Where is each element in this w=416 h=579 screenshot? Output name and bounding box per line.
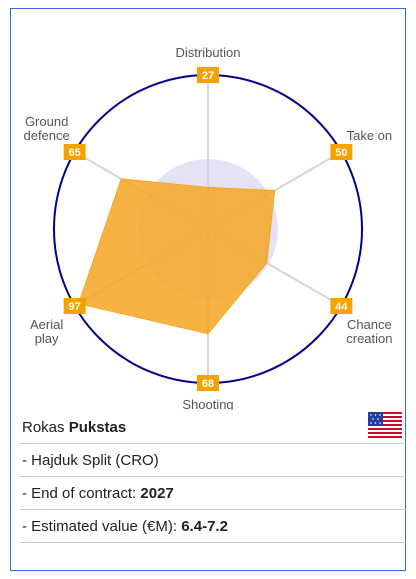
axis-label-line: Aerial	[30, 317, 63, 332]
radar-axis-labels: Distribution Take on Chance creation Shootin…	[23, 45, 392, 410]
value-label: - Estimated value (€M):	[22, 518, 182, 535]
player-radar-polygon	[77, 178, 276, 335]
contract-value: 2027	[140, 485, 174, 502]
value-badge: 68	[197, 375, 219, 391]
value-range: 6.4-7.2	[181, 518, 228, 535]
axis-label: Ground defence	[23, 114, 69, 143]
value-badge-box	[197, 67, 219, 83]
axis-label-line: creation	[346, 331, 392, 346]
value-badge: 27	[197, 67, 219, 83]
axis-label-line: play	[35, 331, 59, 346]
axis-label: Distribution	[175, 45, 240, 60]
value-badge-box	[330, 144, 353, 160]
value-badge-text: 65	[69, 147, 81, 159]
player-name-row: Rokas Pukstas	[20, 411, 406, 444]
axis-label-line: Distribution	[175, 45, 240, 60]
value-badge: 65	[63, 144, 86, 160]
contract-row: - End of contract: 2027	[20, 477, 406, 510]
value-badge-box	[63, 298, 86, 314]
club-text: - Hajduk Split (CRO)	[22, 452, 159, 469]
value-badge-text: 50	[335, 147, 347, 159]
value-badge-text: 44	[335, 301, 348, 313]
axis-label-line: defence	[23, 128, 69, 143]
axis-label: Take on	[347, 128, 393, 143]
contract-label: - End of contract:	[22, 485, 141, 502]
axis-label-line: Chance	[347, 317, 392, 332]
axis-label: Shooting	[182, 397, 233, 410]
axis-label-line: Take on	[347, 128, 393, 143]
value-badge-text: 97	[69, 301, 81, 313]
value-row: - Estimated value (€M): 6.4-7.2	[20, 510, 406, 543]
value-badge: 50	[330, 144, 353, 160]
axis-label: Aerial play	[30, 317, 63, 346]
radar-value-badges: 27 50 44 68 97 65	[63, 67, 353, 391]
player-first-name: Rokas	[22, 419, 65, 436]
value-badge-text: 27	[202, 70, 214, 82]
player-info: Rokas Pukstas - Hajduk Split (CRO) - End…	[20, 411, 406, 543]
club-row: - Hajduk Split (CRO)	[20, 444, 406, 477]
usa-flag-icon	[368, 412, 402, 438]
axis-label: Chance creation	[346, 317, 392, 346]
value-badge: 97	[63, 298, 86, 314]
player-last-name: Pukstas	[68, 419, 127, 436]
radar-chart: Distribution Take on Chance creation Shootin…	[23, 45, 392, 410]
value-badge-box	[197, 375, 219, 391]
value-badge-box	[330, 298, 353, 314]
value-badge: 44	[330, 298, 353, 314]
axis-label-line: Shooting	[182, 397, 233, 410]
value-badge-text: 68	[202, 378, 214, 390]
value-badge-box	[63, 144, 86, 160]
axis-label-line: Ground	[25, 114, 68, 129]
